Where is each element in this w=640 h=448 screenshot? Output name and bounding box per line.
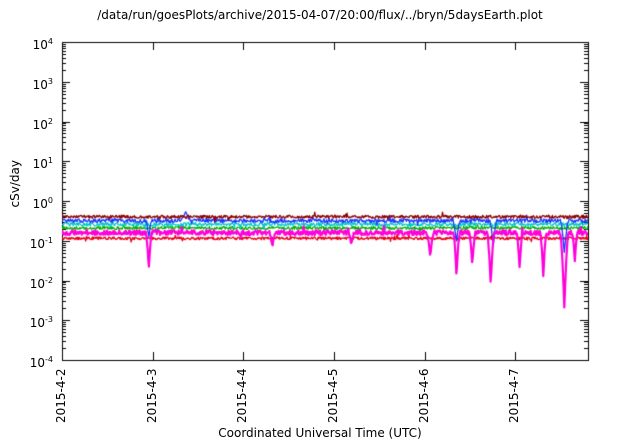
- x-tick-label: 2015-4-4: [235, 368, 249, 423]
- x-axis-label: Coordinated Universal Time (UTC): [218, 426, 422, 440]
- x-tick-label: 2015-4-2: [54, 368, 68, 423]
- y-tick-label: 101: [32, 156, 53, 171]
- y-tick-label: 10-1: [29, 236, 53, 251]
- y-tick-label: 104: [32, 37, 53, 52]
- y-tick-label: 103: [32, 77, 53, 92]
- x-tick-label: 2015-4-5: [326, 368, 340, 423]
- y-tick-label: 10-4: [29, 355, 53, 370]
- plot-title: /data/run/goesPlots/archive/2015-04-07/2…: [97, 8, 543, 22]
- y-tick-label: 10-3: [29, 315, 53, 330]
- y-tick-label: 100: [32, 196, 53, 211]
- y-tick-label: 102: [32, 117, 53, 132]
- x-tick-label: 2015-4-7: [507, 368, 521, 423]
- x-tick-label: 2015-4-3: [145, 368, 159, 423]
- y-tick-label: 10-2: [29, 276, 53, 291]
- x-tick-label: 2015-4-6: [417, 368, 431, 423]
